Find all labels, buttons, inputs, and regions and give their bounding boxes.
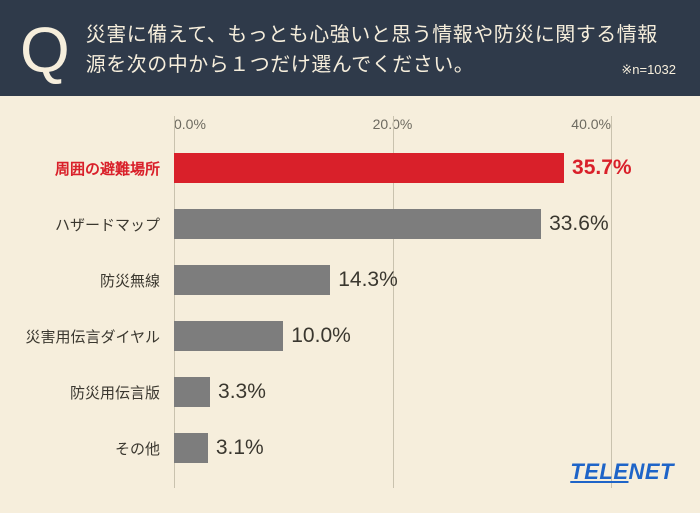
bar: 14.3% (174, 265, 330, 295)
chart-row: 周囲の避難場所35.7% (24, 144, 676, 192)
x-axis: 0.0% 20.0% 40.0% (24, 116, 676, 134)
question-header: Q 災害に備えて、もっとも心強いと思う情報や防災に関する情報源を次の中から１つだ… (0, 0, 700, 96)
chart-row: 災害用伝言ダイヤル10.0% (24, 312, 676, 360)
axis-tick: 0.0% (174, 116, 206, 132)
bar-track: 33.6% (174, 209, 611, 239)
value-label: 35.7% (564, 156, 632, 180)
question-text: 災害に備えて、もっとも心強いと思う情報や防災に関する情報源を次の中から１つだけ選… (86, 20, 676, 80)
axis-tick: 40.0% (571, 116, 611, 132)
bar-track: 3.1% (174, 433, 611, 463)
plot-area: 周囲の避難場所35.7%ハザードマップ33.6%防災無線14.3%災害用伝言ダイ… (24, 144, 676, 472)
chart-area: 0.0%20.0%40.0% 周囲の避難場所35.7%ハザードマップ33.6%防… (0, 96, 700, 507)
sample-size-note: ※n=1032 (621, 62, 676, 78)
bar: 35.7% (174, 153, 564, 183)
bar-track: 10.0% (174, 321, 611, 351)
q-symbol: Q (20, 18, 70, 82)
bar-track: 35.7% (174, 153, 611, 183)
value-label: 3.3% (210, 380, 266, 404)
chart-row: ハザードマップ33.6% (24, 200, 676, 248)
chart-row: 防災用伝言版3.3% (24, 368, 676, 416)
bar-track: 3.3% (174, 377, 611, 407)
row-label: 災害用伝言ダイヤル (24, 326, 174, 347)
bar: 3.1% (174, 433, 208, 463)
row-label: 防災無線 (24, 270, 174, 291)
bar: 3.3% (174, 377, 210, 407)
bar: 10.0% (174, 321, 283, 351)
telenet-logo: TELENET (570, 459, 674, 485)
bar-track: 14.3% (174, 265, 611, 295)
row-label: 周囲の避難場所 (24, 158, 174, 179)
value-label: 3.1% (208, 436, 264, 460)
bar: 33.6% (174, 209, 541, 239)
value-label: 14.3% (330, 268, 398, 292)
x-axis-labels: 0.0% 20.0% 40.0% (174, 116, 611, 134)
row-label: 防災用伝言版 (24, 382, 174, 403)
row-label: その他 (24, 438, 174, 459)
value-label: 10.0% (283, 324, 351, 348)
value-label: 33.6% (541, 212, 609, 236)
axis-tick: 20.0% (373, 116, 413, 132)
row-label: ハザードマップ (24, 214, 174, 235)
chart-row: 防災無線14.3% (24, 256, 676, 304)
